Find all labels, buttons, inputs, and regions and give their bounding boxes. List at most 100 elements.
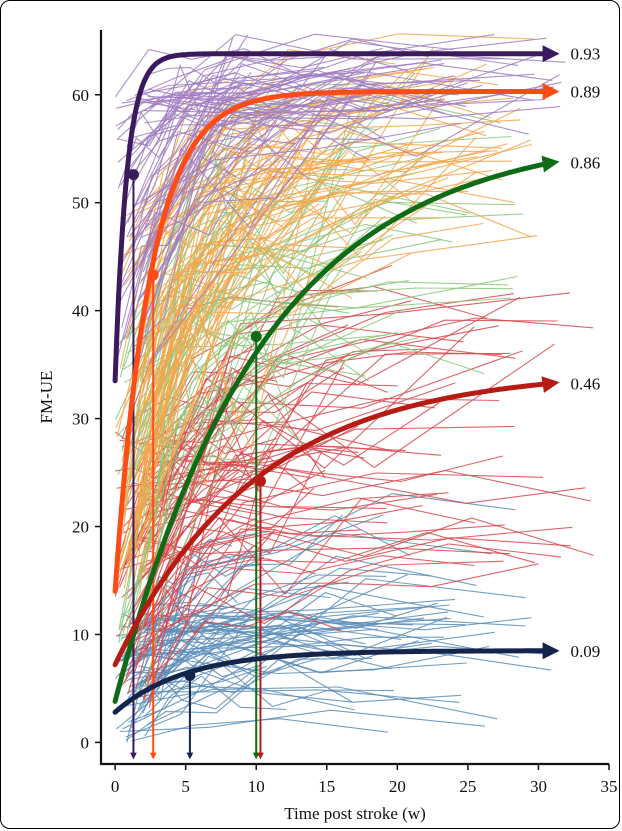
curve-marker-0	[127, 169, 139, 181]
curve-marker-4	[184, 669, 196, 681]
trajectory-purple	[121, 94, 445, 112]
trajectory-purple	[139, 59, 442, 146]
x-tick-label: 25	[459, 777, 476, 796]
trajectory-blue	[129, 689, 460, 703]
end-label-2: 0.86	[571, 153, 601, 172]
x-tick-label: 35	[601, 777, 618, 796]
trajectory-orange	[126, 157, 335, 495]
end-label-4: 0.09	[571, 642, 601, 661]
y-tick-label: 60	[72, 86, 89, 105]
trajectory-red	[144, 469, 592, 502]
end-label-3: 0.46	[571, 374, 601, 393]
trajectory-purple	[123, 88, 344, 340]
trajectory-blue	[137, 616, 248, 681]
x-tick-label: 15	[318, 777, 335, 796]
x-tick-label: 20	[389, 777, 406, 796]
trajectory-red	[144, 560, 504, 694]
trajectory-red	[118, 492, 449, 676]
trajectory-orange	[134, 98, 445, 479]
trajectory-orange	[142, 150, 423, 390]
trajectory-orange	[149, 177, 449, 434]
trajectory-green	[147, 330, 370, 482]
trajectory-purple	[140, 62, 377, 282]
trajectory-blue	[115, 615, 526, 730]
curve-marker-2	[250, 331, 262, 343]
trajectory-red	[126, 531, 536, 641]
trajectory-blue	[148, 545, 239, 691]
trajectory-orange	[143, 71, 498, 308]
trajectory-purple	[114, 48, 307, 98]
mean-curve-2	[112, 155, 560, 704]
trajectory-purple	[144, 93, 401, 135]
trajectory-purple	[127, 54, 407, 223]
y-tick-label: 40	[72, 302, 89, 321]
trajectory-blue	[129, 605, 236, 624]
trajectory-red	[144, 402, 440, 685]
trajectory-blue	[139, 614, 232, 636]
trajectory-blue	[128, 666, 462, 703]
trajectory-purple	[132, 85, 272, 251]
trajectory-purple	[126, 55, 324, 238]
trajectory-purple	[117, 80, 296, 147]
trajectory-purple	[137, 51, 566, 302]
y-tick-label: 0	[81, 733, 90, 752]
trajectory-red	[137, 535, 511, 555]
trajectory-blue	[125, 616, 532, 738]
mean-trajectories	[112, 45, 560, 760]
curve-marker-3	[254, 475, 266, 487]
trajectory-blue	[123, 515, 411, 656]
trajectory-purple	[140, 97, 230, 117]
trajectory-blue	[119, 686, 498, 720]
trajectory-red	[127, 343, 555, 694]
trajectory-purple	[117, 54, 480, 163]
trajectory-red	[134, 543, 562, 664]
trajectory-red	[146, 472, 544, 629]
background-trajectories	[114, 33, 594, 743]
trajectory-red	[143, 487, 315, 617]
trajectory-blue	[135, 581, 349, 674]
axes	[95, 30, 610, 770]
trajectory-red	[145, 509, 361, 535]
trajectory-blue	[119, 709, 485, 733]
trajectory-blue	[148, 665, 395, 708]
end-label-0: 0.93	[571, 45, 601, 64]
trajectory-orange	[144, 205, 327, 407]
trajectory-green	[125, 144, 338, 639]
trajectory-purple	[149, 34, 503, 108]
trajectory-blue	[135, 645, 490, 675]
trajectory-red	[147, 611, 341, 679]
trajectory-red	[127, 531, 275, 599]
trajectory-orange	[128, 119, 521, 578]
trajectory-blue	[131, 718, 388, 742]
trajectory-orange	[123, 235, 538, 487]
end-label-1: 0.89	[571, 83, 601, 102]
trajectory-orange	[130, 130, 503, 434]
trajectory-purple	[128, 84, 301, 238]
trajectory-blue	[132, 587, 331, 667]
x-tick-label: 0	[111, 777, 120, 796]
y-tick-label: 50	[72, 194, 89, 213]
labels: 0.93 0.89 0.86 0.46 0.09 0 5 10 15 20 25 30 35 0 10 20 3…	[37, 45, 618, 823]
x-tick-label: 5	[181, 777, 190, 796]
x-axis-label: Time post stroke (w)	[284, 804, 426, 823]
trajectory-red	[148, 398, 500, 513]
trajectory-orange	[146, 107, 521, 307]
trajectory-orange	[148, 107, 487, 603]
x-tick-label: 10	[248, 777, 265, 796]
trajectory-red	[141, 350, 523, 487]
y-axis-label: FM-UE	[37, 371, 56, 424]
trajectory-red	[142, 391, 436, 700]
trajectory-orange	[116, 139, 532, 585]
trajectory-purple	[145, 72, 434, 114]
trajectory-red	[127, 319, 558, 627]
trajectory-red	[125, 524, 505, 645]
trajectory-orange	[126, 47, 434, 563]
trajectory-purple	[139, 137, 370, 239]
trajectory-red	[124, 555, 475, 645]
trajectory-blue	[141, 657, 373, 694]
trajectory-purple	[126, 37, 234, 148]
trajectory-orange	[124, 97, 514, 286]
y-tick-label: 10	[72, 625, 89, 644]
trajectory-orange	[140, 244, 354, 345]
